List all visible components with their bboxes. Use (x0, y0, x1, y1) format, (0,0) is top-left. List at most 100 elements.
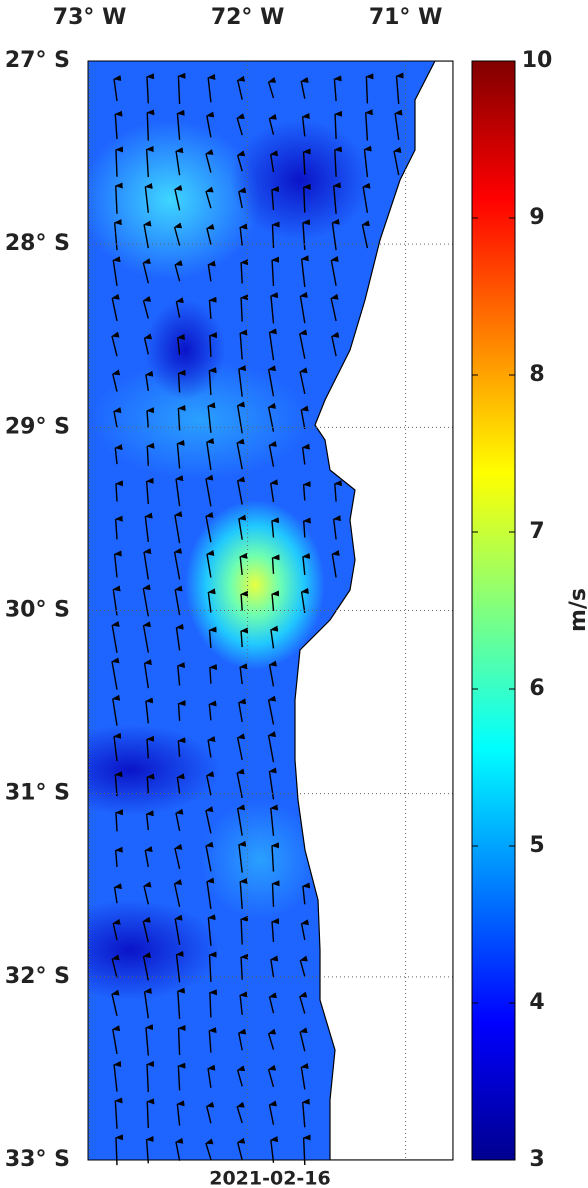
wind-arrow (176, 1100, 185, 1126)
wind-arrow (270, 186, 280, 211)
wind-arrow (300, 255, 309, 288)
wind-arrow (205, 438, 215, 471)
wind-arrow (299, 367, 308, 395)
wind-arrow (236, 476, 246, 505)
wind-arrow (208, 951, 217, 982)
wind-arrow (145, 477, 154, 505)
wind-arrow (114, 809, 124, 832)
wind-arrow (269, 1136, 279, 1163)
y-tick-label: 30° S (5, 598, 70, 623)
wind-arrow (269, 150, 279, 173)
wind-arrow (177, 72, 186, 104)
wind-arrow (175, 623, 184, 651)
wind-arrow (146, 442, 155, 466)
wind-arrow (236, 150, 246, 172)
wind-arrow (112, 918, 121, 941)
wind-arrow (393, 146, 402, 176)
wind-arrow (144, 370, 154, 391)
wind-arrow (236, 1137, 246, 1161)
wind-arrow (177, 404, 186, 431)
wind-arrow (142, 295, 152, 319)
wind-arrow (207, 914, 216, 946)
wind-arrow (176, 662, 186, 686)
wind-arrow (175, 297, 184, 318)
wind-arrow (112, 256, 121, 286)
wind-arrow (174, 585, 183, 616)
wind-arrow (330, 331, 340, 357)
wind-arrow (205, 1138, 214, 1160)
wind-arrow (207, 402, 216, 433)
wind-arrow (331, 550, 340, 578)
wind-arrow (299, 955, 308, 977)
wind-arrow (239, 991, 248, 1015)
wind-arrow (173, 222, 183, 246)
wind-arrow (114, 480, 124, 502)
wind-arrow (208, 296, 217, 320)
wind-arrow (239, 552, 248, 576)
wind-arrow (142, 952, 152, 981)
wind-arrow (332, 182, 341, 214)
wind-arrow (143, 987, 152, 1019)
wind-arrow (114, 771, 123, 797)
wind-arrow (301, 882, 311, 905)
wind-arrow (298, 991, 308, 1014)
wind-arrow (175, 475, 184, 507)
wind-arrow (145, 1135, 154, 1164)
x-tick-label: 73° W (53, 5, 127, 30)
wind-arrow (268, 328, 277, 361)
wind-arrow (143, 220, 152, 249)
wind-arrow (208, 1027, 217, 1053)
wind-arrow (114, 1134, 124, 1166)
colorbar-tick-label: 5 (529, 833, 544, 858)
wind-arrow (144, 183, 153, 213)
wind-arrow (114, 846, 123, 868)
map-frame (87, 60, 454, 1161)
wind-arrow (236, 733, 246, 761)
wind-arrow (111, 331, 120, 357)
wind-arrow (237, 365, 247, 397)
wind-arrow (145, 810, 154, 831)
wind-arrow (301, 443, 310, 465)
wind-arrow (114, 182, 123, 214)
wind-arrow (204, 806, 214, 834)
wind-arrow (268, 660, 277, 687)
wind-arrow (236, 438, 245, 470)
wind-arrow (207, 73, 216, 103)
wind-arrow (176, 439, 185, 469)
wind-arrow (113, 75, 122, 102)
wind-arrow (240, 590, 249, 611)
wind-arrow (240, 259, 249, 284)
wind-arrow (237, 840, 247, 873)
wind-arrow (114, 444, 123, 465)
wind-arrow (176, 109, 185, 140)
wind-arrow (175, 147, 184, 176)
y-tick-label: 32° S (5, 964, 70, 989)
wind-arrow (176, 333, 186, 355)
wind-arrow (173, 879, 183, 908)
y-tick-label: 28° S (5, 231, 70, 256)
wind-arrow (143, 881, 152, 905)
wind-arrow (173, 843, 183, 869)
wind-arrow (111, 694, 121, 726)
wind-arrow (302, 517, 311, 538)
wind-arrow (175, 808, 184, 832)
wind-arrow (268, 440, 277, 467)
wind-arrow (142, 916, 151, 943)
wind-arrow (207, 1064, 216, 1088)
wind-arrow (362, 182, 371, 213)
wind-arrow (268, 992, 278, 1014)
wind-arrow (145, 145, 154, 178)
wind-arrow (331, 218, 340, 251)
y-tick-label: 33° S (5, 1147, 70, 1172)
wind-arrow (269, 292, 279, 324)
colorbar-tick-label: 8 (529, 362, 544, 387)
wind-arrow (300, 919, 310, 941)
wind-arrow (271, 880, 280, 907)
wind-arrow (177, 1024, 186, 1055)
wind-arrow (206, 877, 215, 910)
wind-arrow (145, 73, 155, 104)
wind-arrow (300, 587, 309, 614)
wind-arrow (302, 481, 311, 501)
wind-arrow (208, 989, 218, 1018)
